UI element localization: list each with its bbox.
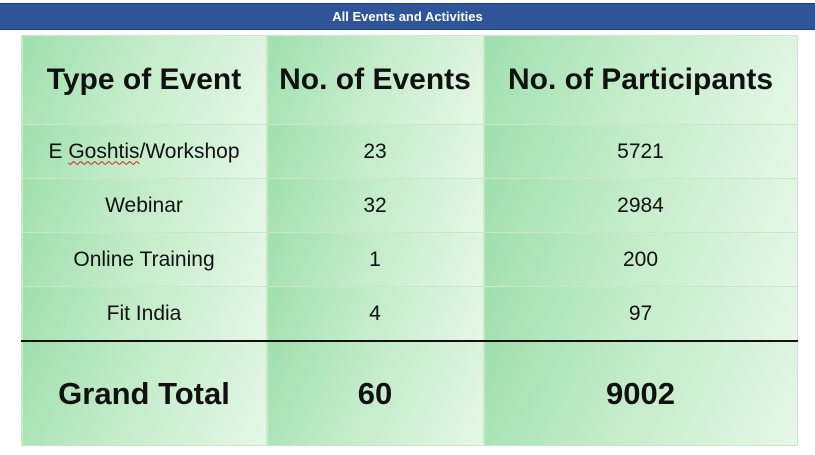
grand-total-participants: 9002 — [483, 340, 798, 446]
page-title-text: All Events and Activities — [332, 9, 483, 24]
cell-participant-count: 200 — [483, 232, 798, 287]
cell-event-type: Fit India — [21, 286, 267, 342]
events-table-container: Type of Event No. of Events No. of Parti… — [21, 35, 798, 446]
cell-event-count: 4 — [266, 286, 484, 342]
header-type-of-event: Type of Event — [21, 35, 267, 125]
header-no-of-participants: No. of Participants — [483, 35, 798, 125]
event-type-prefix: E — [48, 139, 69, 163]
table-header-row: Type of Event No. of Events No. of Parti… — [21, 35, 798, 125]
events-table: Type of Event No. of Events No. of Parti… — [21, 35, 798, 446]
grand-total-label: Grand Total — [21, 340, 267, 446]
grand-total-events: 60 — [266, 340, 484, 446]
cell-event-count: 1 — [266, 232, 484, 287]
cell-event-count: 23 — [266, 124, 484, 179]
event-type-spellcheck-word: Goshtis — [68, 139, 140, 163]
cell-event-count: 32 — [266, 178, 484, 233]
cell-participant-count: 5721 — [483, 124, 798, 179]
cell-event-type: E Goshtis/Workshop — [21, 124, 267, 179]
cell-participant-count: 97 — [483, 286, 798, 342]
grand-total-row: Grand Total 60 9002 — [21, 340, 798, 446]
cell-event-type: Online Training — [21, 232, 267, 287]
table-row: Webinar 32 2984 — [21, 178, 798, 233]
event-type-suffix: /Workshop — [139, 139, 240, 163]
table-row: Online Training 1 200 — [21, 232, 798, 287]
page-title: All Events and Activities — [0, 3, 815, 30]
cell-event-type: Webinar — [21, 178, 267, 233]
header-no-of-events: No. of Events — [266, 35, 484, 125]
cell-participant-count: 2984 — [483, 178, 798, 233]
table-row: E Goshtis/Workshop 23 5721 — [21, 124, 798, 179]
table-row: Fit India 4 97 — [21, 286, 798, 342]
